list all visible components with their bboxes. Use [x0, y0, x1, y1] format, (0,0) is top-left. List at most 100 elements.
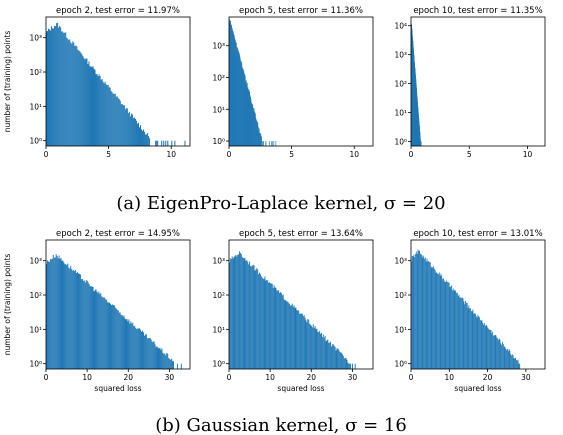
histogram-bar — [59, 258, 61, 369]
histogram-bar — [112, 305, 114, 369]
histogram-bar — [114, 307, 116, 369]
histogram-bar — [477, 314, 479, 369]
x-tick-label: 10 — [349, 150, 359, 159]
histogram-bar — [478, 316, 480, 369]
histogram-bar — [118, 99, 120, 146]
histogram-bar — [234, 39, 236, 146]
histogram-bar — [346, 359, 348, 369]
histogram-bar — [60, 27, 62, 147]
histogram-bar — [436, 272, 438, 369]
histogram-bar — [341, 352, 342, 369]
histogram-bar — [164, 353, 166, 369]
histogram-bar — [154, 344, 156, 369]
histogram-bar — [506, 349, 507, 369]
histogram-bar — [468, 305, 470, 369]
histogram-bar — [255, 117, 257, 146]
histogram-bar — [469, 308, 471, 369]
histogram-bar — [257, 122, 259, 146]
histogram-bar — [413, 254, 415, 369]
histogram-bar — [431, 267, 433, 369]
histogram-bar — [457, 295, 459, 369]
histogram-bar — [48, 261, 50, 369]
histogram-bar — [280, 293, 282, 369]
x-axis-label: squared loss — [454, 384, 501, 393]
histogram-bar — [74, 46, 76, 147]
histogram-bar — [229, 262, 230, 369]
y-tick-label: 10³ — [212, 257, 225, 266]
histogram-bar — [77, 272, 78, 369]
histogram-bar — [116, 309, 118, 369]
histogram-bar — [481, 319, 483, 369]
histogram-bar — [53, 257, 55, 369]
y-tick-label: 10³ — [29, 257, 42, 266]
histogram-bar — [155, 347, 157, 369]
histogram-bar — [494, 335, 496, 369]
histogram-bar — [95, 74, 97, 146]
histogram-bar — [438, 274, 439, 369]
histogram-bar — [174, 140, 176, 146]
histogram-bar — [232, 31, 234, 146]
histogram-bar — [252, 107, 254, 146]
histogram-bar — [487, 327, 489, 369]
histogram-bar — [67, 263, 69, 369]
histogram-bar — [255, 119, 257, 146]
histogram-bar — [488, 329, 490, 369]
x-tick-label: 0 — [227, 373, 232, 382]
histogram-bar — [446, 280, 448, 369]
histogram-panel-2: epoch 5, test error = 11.36% 0 5 10 10⁰ 10¹ 10… — [212, 6, 374, 159]
histogram-bar — [241, 256, 243, 369]
histogram-bar — [241, 62, 243, 146]
x-tick-label: 20 — [307, 373, 317, 382]
histogram-bar — [124, 109, 126, 146]
y-tick-label: 10³ — [394, 51, 407, 60]
histogram-bar — [322, 334, 324, 369]
histogram-bar — [277, 290, 279, 369]
histogram-bar — [230, 25, 232, 147]
histogram-bar — [275, 141, 277, 146]
x-tick-label: 20 — [124, 373, 134, 382]
histogram-bar — [85, 280, 87, 369]
histogram-bar — [471, 311, 473, 369]
histogram-bar — [169, 358, 171, 369]
histogram-bar — [120, 104, 122, 146]
histogram-bar — [472, 309, 474, 369]
y-tick-label: 10⁰ — [212, 137, 225, 146]
histogram-bar — [128, 319, 130, 369]
histogram-bar — [315, 328, 317, 369]
histogram-bar — [447, 282, 449, 369]
y-tick-label: 10¹ — [212, 105, 225, 114]
histogram-bar — [301, 313, 303, 369]
histogram-bar — [333, 345, 335, 369]
histogram-bar — [108, 87, 110, 146]
histogram-bar — [331, 346, 332, 369]
histogram-bar — [273, 285, 275, 369]
histogram-bar — [506, 348, 508, 369]
histogram-bar — [321, 336, 323, 369]
histogram-bar — [58, 27, 60, 147]
histogram-bar — [121, 314, 123, 369]
histogram-bar — [463, 301, 465, 369]
histogram-bar — [259, 133, 261, 146]
histogram-bar — [148, 338, 150, 369]
histogram-bar — [62, 31, 64, 146]
histogram-bar — [420, 254, 422, 369]
histogram-bar — [238, 254, 240, 369]
histogram-bar — [411, 261, 412, 369]
histogram-bar — [305, 320, 307, 369]
histogram-bar — [233, 33, 235, 146]
histogram-bar — [161, 140, 163, 146]
histogram-bar — [105, 84, 107, 146]
axes-frame — [410, 16, 546, 147]
histogram-bar — [165, 140, 167, 146]
histogram-bar — [316, 328, 318, 369]
histogram-bar — [415, 253, 416, 369]
histogram-bar — [324, 335, 326, 369]
histogram-bar — [88, 284, 90, 369]
histogram-bar — [101, 79, 103, 146]
histogram-bar — [78, 50, 80, 147]
histogram-bar — [458, 294, 460, 369]
histogram-bar — [443, 280, 445, 369]
histogram-bar — [139, 125, 141, 146]
histogram-bar — [126, 319, 128, 369]
histogram-bar — [146, 134, 148, 146]
